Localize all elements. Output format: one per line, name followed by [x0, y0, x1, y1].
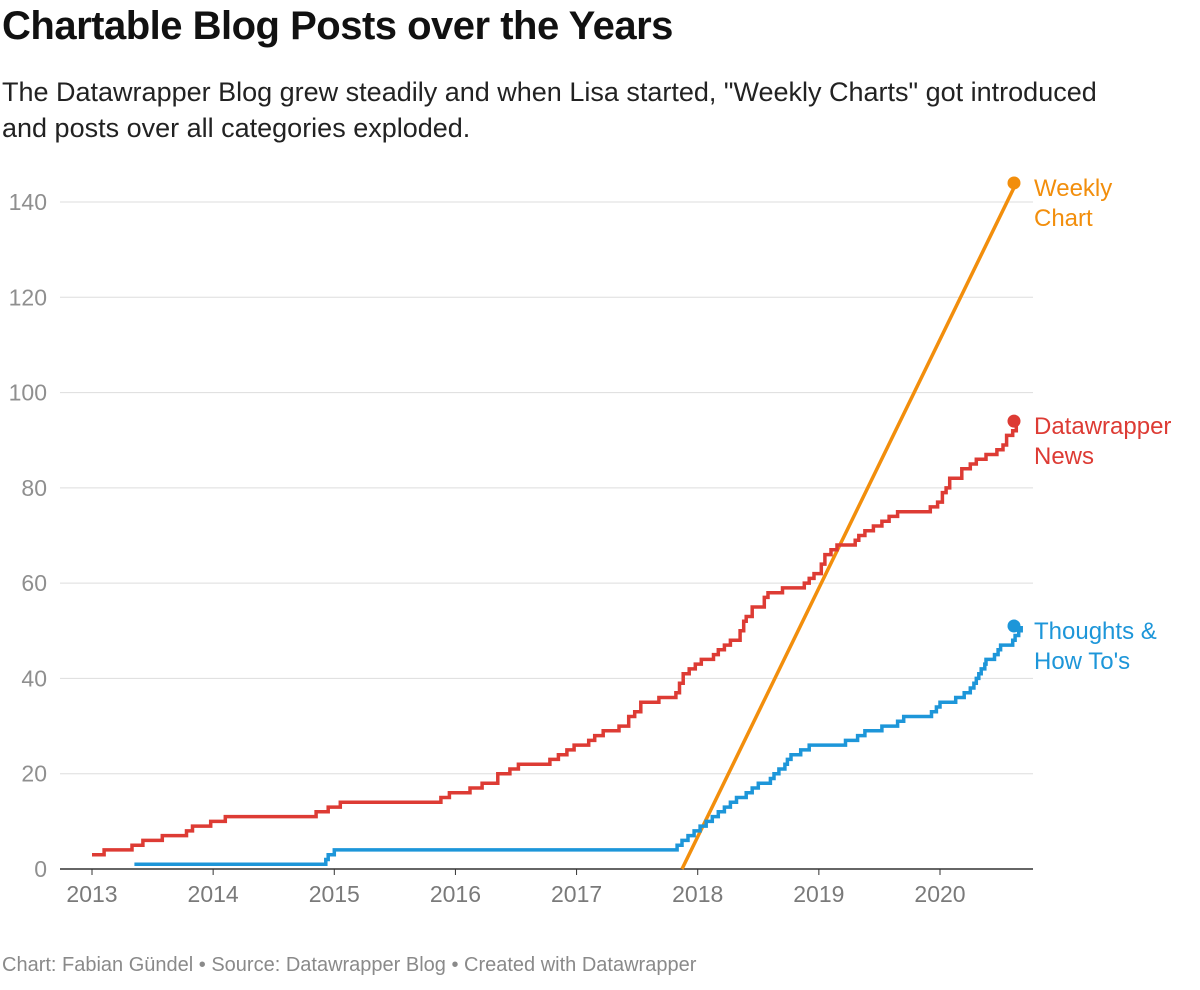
series-line-thoughts-how-to-s: [134, 626, 1023, 866]
x-tick-label: 2018: [672, 881, 723, 907]
x-tick-label: 2017: [551, 881, 602, 907]
chart-footer: Chart: Fabian Gündel • Source: Datawrapp…: [2, 954, 697, 976]
chart-subtitle: The Datawrapper Blog grew steadily and w…: [2, 77, 1097, 143]
y-tick-label: 60: [21, 570, 47, 596]
y-tick-label: 0: [34, 856, 47, 882]
x-tick-label: 2019: [793, 881, 844, 907]
y-tick-label: 120: [9, 284, 47, 310]
y-axis-ticks: 0 20 40 60 80 100 120 140: [9, 189, 47, 882]
x-tick-label: 2013: [66, 881, 117, 907]
series-end-dot-weekly-chart: [1007, 176, 1021, 190]
y-tick-label: 20: [21, 761, 47, 787]
series-end-dot-thoughts-how-to-s: [1007, 619, 1021, 633]
series-labels: Weekly Chart Datawrapper News Thoughts & How …: [1034, 175, 1171, 675]
x-tick-label: 2016: [430, 881, 481, 907]
series-line-datawrapper-news: [92, 421, 1019, 857]
x-tick-label: 2014: [188, 881, 239, 907]
series-label-weekly-chart: Weekly Chart: [1034, 175, 1112, 232]
y-tick-label: 40: [21, 665, 47, 691]
series-label-datawrapper-news: Datawrapper News: [1034, 413, 1171, 470]
x-axis: 2013 2014 2015 2016 2017 2018 2019 2020: [66, 869, 966, 907]
x-tick-label: 2015: [309, 881, 360, 907]
series-label-thoughts-how-to-s: Thoughts & How To's: [1034, 618, 1157, 675]
chart-title: Chartable Blog Posts over the Years: [2, 4, 673, 48]
x-tick-label: 2020: [914, 881, 965, 907]
series-line-weekly-chart: [680, 182, 1018, 870]
series-end-dot-datawrapper-news: [1007, 414, 1021, 428]
series-lines: [92, 176, 1023, 870]
y-tick-label: 80: [21, 475, 47, 501]
y-tick-label: 100: [9, 380, 47, 406]
gridlines: [60, 201, 1033, 870]
y-tick-label: 140: [9, 189, 47, 215]
